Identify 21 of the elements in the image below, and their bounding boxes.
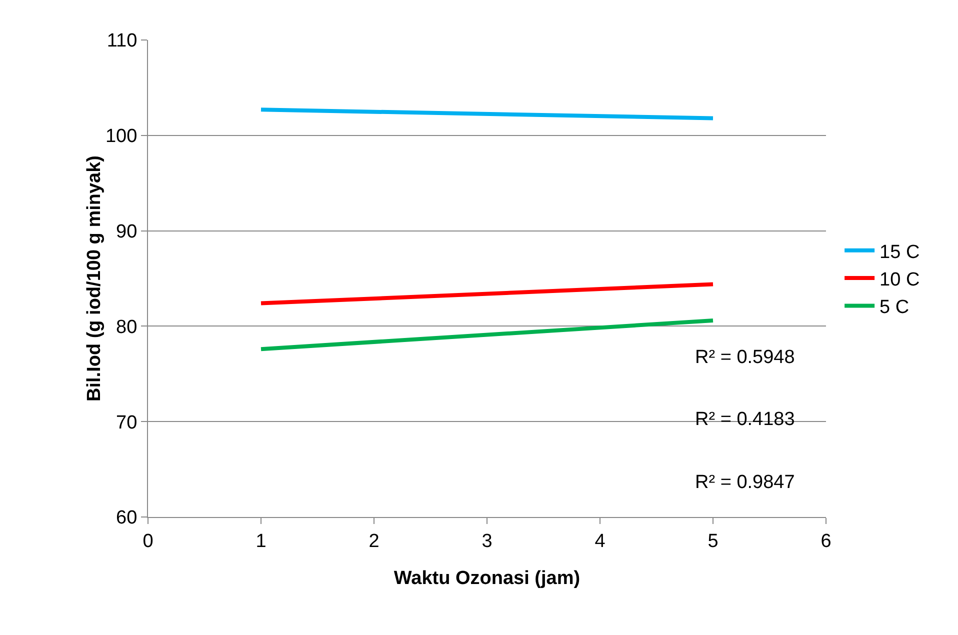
- x-tick-label: 3: [482, 530, 492, 552]
- y-axis-title: Bil.Iod (g iod/100 g minyak): [84, 156, 105, 402]
- x-tick-label: 4: [594, 530, 606, 552]
- x-tick-label: 5: [708, 530, 718, 552]
- legend-label: 5 C: [880, 297, 910, 318]
- annotation: R² = 0.5948: [695, 347, 795, 368]
- legend-label: 10 C: [880, 269, 920, 290]
- y-tick-label: 90: [116, 221, 138, 242]
- annotation: R² = 0.9847: [695, 472, 795, 493]
- y-tick-label: 70: [116, 412, 138, 434]
- annotation: R² = 0.4183: [695, 409, 795, 430]
- x-tick-label: 1: [256, 530, 266, 552]
- legend-label: 15 C: [880, 242, 920, 263]
- y-tick-label: 60: [116, 508, 138, 529]
- x-tick-label: 6: [820, 530, 832, 552]
- x-tick-label: 2: [368, 530, 380, 552]
- y-tick-label: 80: [116, 316, 138, 338]
- x-tick-label: 0: [142, 530, 154, 552]
- y-tick-label: 100: [105, 126, 138, 148]
- y-tick-label: 110: [106, 30, 138, 52]
- x-axis-title: Waktu Ozonasi (jam): [394, 568, 580, 589]
